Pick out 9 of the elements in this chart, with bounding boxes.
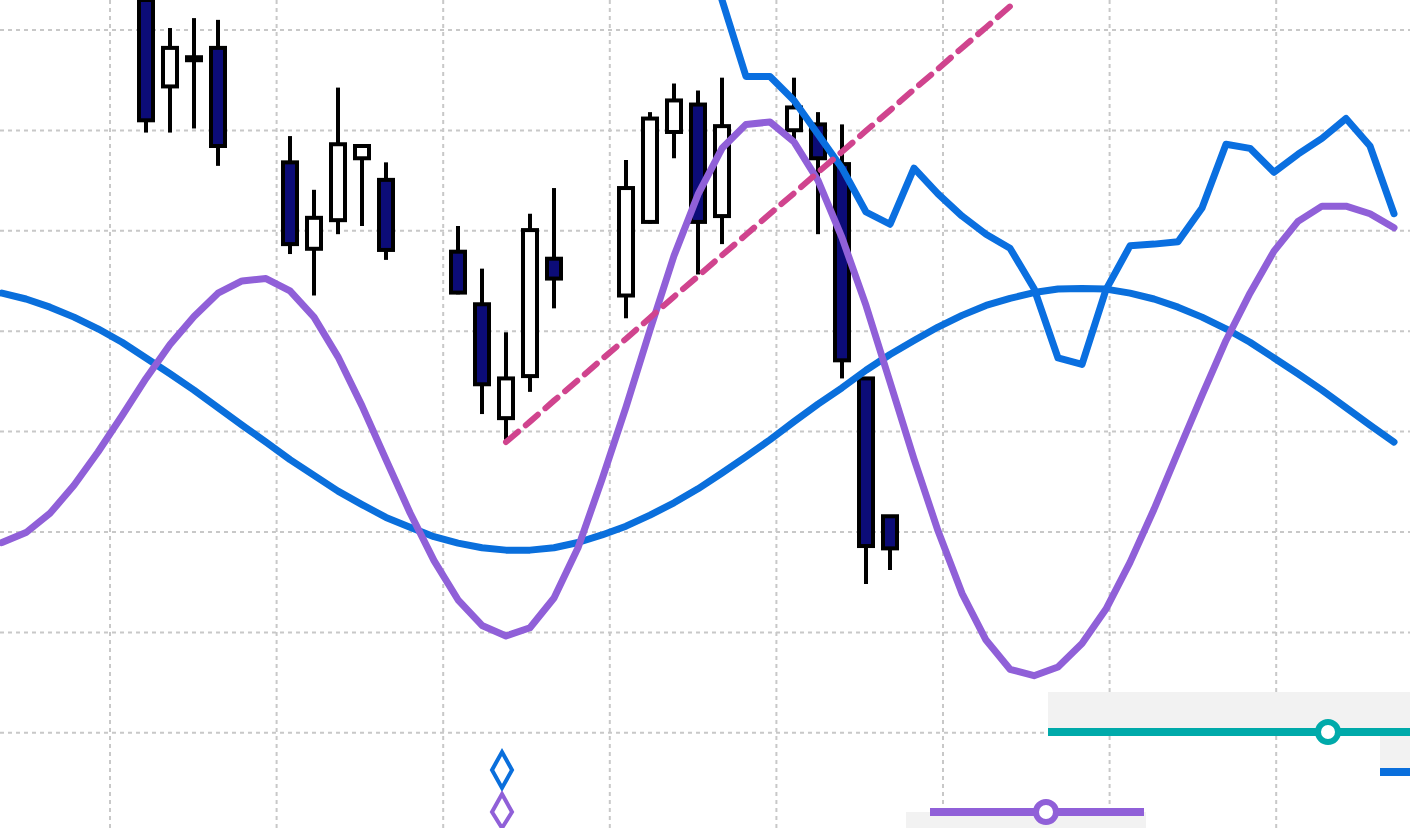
candlestick <box>497 330 515 442</box>
candlestick <box>161 26 179 135</box>
candlestick <box>305 187 323 298</box>
candlestick <box>185 16 203 131</box>
candlestick <box>881 514 899 572</box>
candlestick <box>353 144 371 229</box>
candlestick <box>449 224 467 297</box>
candlestick <box>545 186 563 311</box>
candlestick <box>665 81 683 161</box>
